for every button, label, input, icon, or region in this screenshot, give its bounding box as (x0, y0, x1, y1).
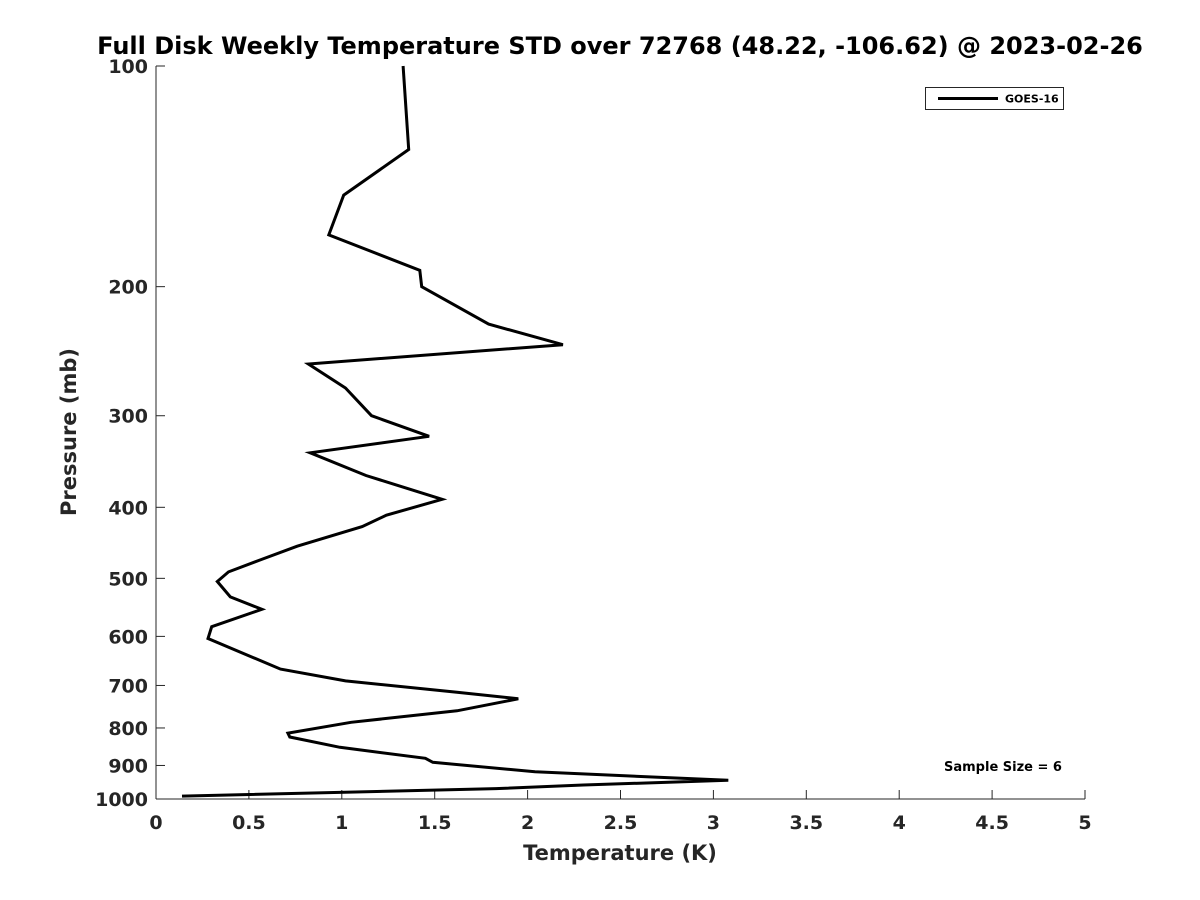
x-tick-label: 1.5 (418, 812, 452, 834)
y-axis-label: Pressure (mb) (57, 348, 81, 516)
y-tick-label: 500 (108, 568, 148, 590)
x-tick-label: 2.5 (604, 812, 638, 834)
x-tick-label: 5 (1078, 812, 1091, 834)
sample-size-annotation: Sample Size = 6 (944, 760, 1062, 775)
y-tick-label: 300 (108, 406, 148, 428)
chart-title: Full Disk Weekly Temperature STD over 72… (97, 32, 1143, 60)
y-tick-label: 800 (108, 718, 148, 740)
y-tick-label: 700 (108, 675, 148, 697)
y-tick-label: 100 (108, 56, 148, 78)
x-tick-label: 4 (893, 812, 906, 834)
x-tick-label: 0 (149, 812, 162, 834)
x-tick-label: 3 (707, 812, 720, 834)
series-line-goes-16 (181, 65, 729, 798)
y-tick-label: 200 (108, 277, 148, 299)
y-tick-label: 900 (108, 755, 148, 777)
x-axis-label: Temperature (K) (523, 841, 717, 865)
legend: GOES-16 (925, 87, 1064, 110)
y-tick-label: 600 (108, 626, 148, 648)
x-tick-label: 4.5 (975, 812, 1009, 834)
x-ticks-group: 0 0.5 1 1.5 2 2.5 3 3.5 4 4.5 5 (149, 790, 1092, 834)
y-ticks-group: 100 200 300 400 500 600 700 800 900 1000 (95, 56, 165, 811)
axes-layer (155, 66, 1085, 800)
x-tick-label: 0.5 (232, 812, 266, 834)
series-layer (181, 65, 729, 798)
y-tick-label: 400 (108, 497, 148, 519)
x-tick-label: 3.5 (789, 812, 823, 834)
x-tick-label: 2 (521, 812, 534, 834)
legend-entry-goes-16: GOES-16 (1005, 93, 1059, 106)
y-tick-label: 1000 (95, 789, 148, 811)
x-tick-label: 1 (335, 812, 348, 834)
